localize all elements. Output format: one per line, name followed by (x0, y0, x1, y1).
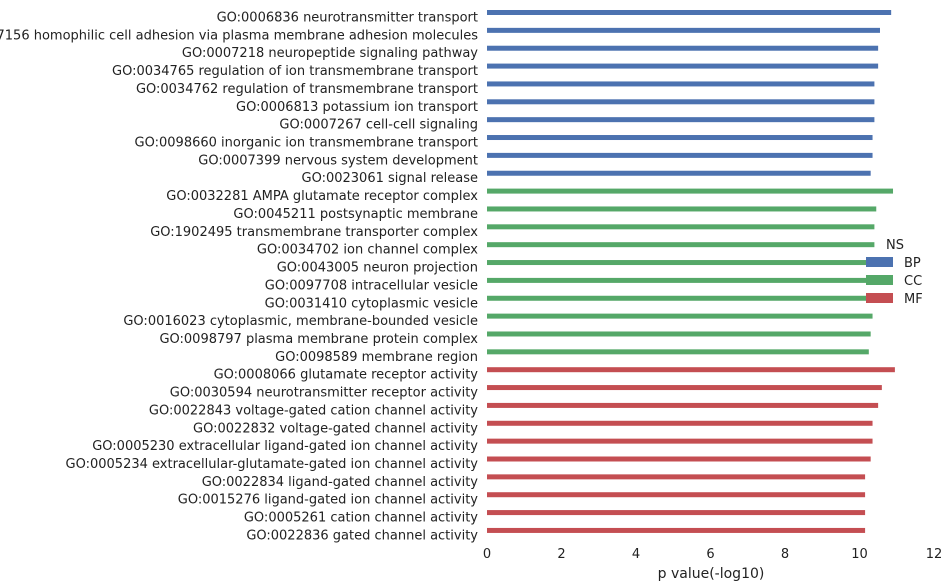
bar (487, 81, 875, 87)
bar (487, 295, 873, 301)
legend-swatch-bp (866, 257, 893, 267)
category-label: GO:0098589 membrane region (275, 350, 478, 365)
bar (487, 456, 871, 462)
bar (487, 27, 880, 33)
x-tick-label: 4 (632, 547, 640, 562)
bar (487, 10, 892, 15)
bar (487, 224, 875, 230)
category-labels: GO:0006836 neurotransmitter transport GO:… (0, 11, 478, 544)
category-label: GO:0098660 inorganic ion transmembrane t… (135, 136, 478, 151)
category-label: GO:1902495 transmembrane transporter com… (150, 225, 478, 240)
category-label: GO:0007156 homophilic cell adhesion via … (0, 28, 478, 43)
legend-label-bp: BP (904, 256, 921, 271)
category-label: GO:0015276 ligand-gated ion channel acti… (178, 493, 479, 508)
bar (487, 99, 875, 105)
category-label: GO:0016023 cytoplasmic, membrane-bounded… (123, 314, 478, 329)
bar (487, 117, 875, 123)
x-tick-label: 0 (483, 547, 491, 562)
legend: NS BP CC MF (866, 238, 923, 307)
bar (487, 331, 871, 337)
category-label: GO:0022843 voltage-gated cation channel … (149, 403, 478, 418)
bar (487, 45, 879, 51)
bar (487, 170, 871, 176)
category-label: GO:0006836 neurotransmitter transport (217, 11, 478, 26)
category-label: GO:0034702 ion channel complex (257, 243, 478, 258)
bar (487, 152, 873, 158)
bar (487, 510, 866, 516)
x-tick-label: 2 (557, 547, 565, 562)
legend-title: NS (886, 238, 904, 253)
x-tick-label: 6 (706, 547, 714, 562)
bar (487, 385, 882, 391)
bar (487, 206, 877, 212)
category-label: GO:0032281 AMPA glutamate receptor compl… (166, 189, 478, 204)
legend-swatch-mf (866, 293, 893, 303)
x-tick-label: 12 (926, 547, 943, 562)
category-label: GO:0005234 extracellular-glutamate-gated… (66, 457, 479, 472)
x-tick-label: 8 (781, 547, 789, 562)
category-label: GO:0045211 postsynaptic membrane (233, 207, 478, 222)
category-label: GO:0022834 ligand-gated channel activity (202, 475, 479, 490)
category-label: GO:0097708 intracellular vesicle (265, 278, 478, 293)
x-axis-ticks: 0 2 4 6 8 10 12 (483, 547, 942, 562)
category-label: GO:0034762 regulation of transmembrane t… (136, 82, 478, 97)
category-label: GO:0007218 neuropeptide signaling pathwa… (182, 46, 478, 61)
bar (487, 474, 866, 480)
bar (487, 313, 873, 319)
category-label: GO:0007267 cell-cell signaling (279, 118, 478, 133)
category-label: GO:0005261 cation channel activity (244, 511, 478, 526)
category-label: GO:0031410 cytoplasmic vesicle (265, 296, 478, 311)
category-label: GO:0022836 gated channel activity (246, 528, 478, 543)
bars-group (487, 10, 895, 533)
category-label: GO:0030594 neurotransmitter receptor act… (170, 386, 479, 401)
legend-label-cc: CC (904, 274, 922, 289)
bar (487, 277, 873, 283)
bar (487, 63, 879, 69)
category-label: GO:0098797 plasma membrane protein compl… (159, 332, 478, 347)
category-label: GO:0034765 regulation of ion transmembra… (112, 64, 478, 79)
legend-label-mf: MF (904, 292, 923, 307)
bar (487, 188, 894, 194)
category-label: GO:0022832 voltage-gated channel activit… (193, 421, 478, 436)
category-label: GO:0006813 potassium ion transport (236, 100, 478, 115)
bar (487, 527, 866, 533)
category-label: GO:0043005 neuron projection (277, 261, 478, 276)
bar (487, 349, 869, 355)
bar (487, 402, 879, 408)
bar (487, 367, 895, 373)
bar (487, 260, 873, 266)
legend-swatch-cc (866, 275, 893, 285)
x-axis-label: p value(-log10) (658, 566, 765, 582)
category-label: GO:0007399 nervous system development (198, 153, 478, 168)
bar (487, 492, 866, 498)
category-label: GO:0023061 signal release (302, 171, 478, 186)
bar (487, 135, 873, 141)
x-tick-label: 10 (851, 547, 868, 562)
bar (487, 242, 875, 248)
category-label: GO:0008066 glutamate receptor activity (214, 368, 479, 383)
bar (487, 438, 873, 444)
category-label: GO:0005230 extracellular ligand-gated io… (92, 439, 478, 454)
bar (487, 420, 873, 426)
